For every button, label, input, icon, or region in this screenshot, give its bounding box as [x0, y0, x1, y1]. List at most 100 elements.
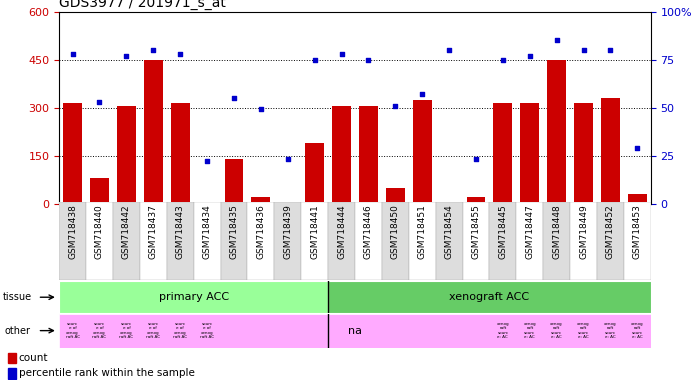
Bar	[8, 368, 16, 379]
Text: sourc
e of
xenog
raft AC: sourc e of xenog raft AC	[173, 322, 187, 339]
Bar	[382, 202, 409, 280]
Text: xenograft ACC: xenograft ACC	[450, 292, 530, 302]
Text: xenog
raft
sourc
e: AC: xenog raft sourc e: AC	[523, 322, 536, 339]
Bar	[225, 159, 244, 204]
Text: xenog
raft
sourc
e: AC: xenog raft sourc e: AC	[551, 322, 563, 339]
Bar	[247, 202, 274, 280]
Point	[498, 56, 509, 63]
Bar	[117, 106, 136, 204]
Text: GSM718442: GSM718442	[122, 204, 131, 258]
Bar	[332, 106, 351, 204]
Text: sourc
e of
xenog
raft AC: sourc e of xenog raft AC	[65, 322, 79, 339]
Bar	[63, 103, 82, 204]
Text: GSM718453: GSM718453	[633, 204, 642, 259]
Text: GSM718437: GSM718437	[149, 204, 158, 259]
Bar	[328, 202, 355, 280]
Point	[148, 47, 159, 53]
Bar	[409, 202, 436, 280]
Bar	[543, 202, 570, 280]
Text: sourc
e of
xenog
raft AC: sourc e of xenog raft AC	[93, 322, 106, 339]
Text: other: other	[4, 326, 31, 336]
Text: GSM718449: GSM718449	[579, 204, 588, 259]
Point	[94, 99, 105, 105]
Point	[336, 51, 347, 57]
Bar	[436, 202, 463, 280]
Bar	[278, 202, 297, 204]
Text: GSM718448: GSM718448	[552, 204, 561, 259]
Bar	[251, 197, 270, 204]
Point	[417, 91, 428, 97]
Text: GSM718446: GSM718446	[364, 204, 373, 259]
Bar	[547, 60, 566, 204]
Bar	[601, 98, 620, 204]
Text: count: count	[19, 353, 48, 363]
Text: GSM718444: GSM718444	[337, 204, 346, 258]
Bar	[628, 194, 647, 204]
Bar	[521, 103, 539, 204]
Text: GSM718434: GSM718434	[203, 204, 212, 259]
Bar	[597, 202, 624, 280]
Bar	[493, 103, 512, 204]
Text: na: na	[348, 326, 362, 336]
Bar	[463, 202, 489, 280]
Bar	[8, 353, 16, 363]
Point	[202, 158, 213, 164]
Bar	[86, 202, 113, 280]
Text: GSM718441: GSM718441	[310, 204, 319, 259]
Point	[605, 47, 616, 53]
Text: GSM718439: GSM718439	[283, 204, 292, 259]
Text: GSM718447: GSM718447	[525, 204, 535, 259]
Text: GSM718455: GSM718455	[471, 204, 480, 259]
Bar	[140, 202, 167, 280]
Point	[121, 53, 132, 59]
Bar	[574, 103, 593, 204]
Point	[228, 95, 239, 101]
Point	[443, 47, 454, 53]
Text: sourc
e of
xenog
raft AC: sourc e of xenog raft AC	[119, 322, 134, 339]
Text: sourc
e of
xenog
raft AC: sourc e of xenog raft AC	[146, 322, 160, 339]
Bar	[466, 197, 485, 204]
Point	[524, 53, 535, 59]
Point	[390, 103, 401, 109]
Text: GSM718435: GSM718435	[230, 204, 239, 259]
Bar	[440, 202, 459, 204]
Bar	[328, 281, 651, 313]
Bar	[306, 143, 324, 204]
Text: GSM718451: GSM718451	[418, 204, 427, 259]
Point	[67, 51, 78, 57]
Text: GSM718452: GSM718452	[606, 204, 615, 259]
Bar	[221, 202, 247, 280]
Bar	[167, 202, 193, 280]
Bar	[90, 178, 109, 204]
Bar	[301, 202, 328, 280]
Text: tissue: tissue	[3, 292, 32, 302]
Text: xenog
raft
sourc
e: AC: xenog raft sourc e: AC	[496, 322, 509, 339]
Bar	[274, 202, 301, 280]
Bar	[113, 202, 140, 280]
Bar	[171, 103, 189, 204]
Text: xenog
raft
sourc
e: AC: xenog raft sourc e: AC	[577, 322, 590, 339]
Point	[282, 156, 293, 162]
Text: GDS3977 / 201971_s_at: GDS3977 / 201971_s_at	[59, 0, 226, 10]
Text: xenog
raft
sourc
e: AC: xenog raft sourc e: AC	[604, 322, 617, 339]
Point	[470, 156, 482, 162]
Bar	[359, 106, 378, 204]
Bar	[413, 99, 432, 204]
Bar	[624, 202, 651, 280]
Bar	[198, 202, 216, 204]
Bar	[570, 202, 597, 280]
Bar	[516, 202, 543, 280]
Bar	[59, 281, 328, 313]
Point	[363, 56, 374, 63]
Bar	[193, 202, 221, 280]
Text: sourc
e of
xenog
raft AC: sourc e of xenog raft AC	[200, 322, 214, 339]
Text: GSM718445: GSM718445	[498, 204, 507, 259]
Point	[255, 106, 267, 113]
Bar	[59, 202, 86, 280]
Point	[578, 47, 589, 53]
Bar	[386, 187, 404, 204]
Text: GSM718450: GSM718450	[390, 204, 400, 259]
Text: GSM718438: GSM718438	[68, 204, 77, 259]
Bar	[144, 60, 163, 204]
Text: xenog
raft
sourc
e: AC: xenog raft sourc e: AC	[631, 322, 644, 339]
